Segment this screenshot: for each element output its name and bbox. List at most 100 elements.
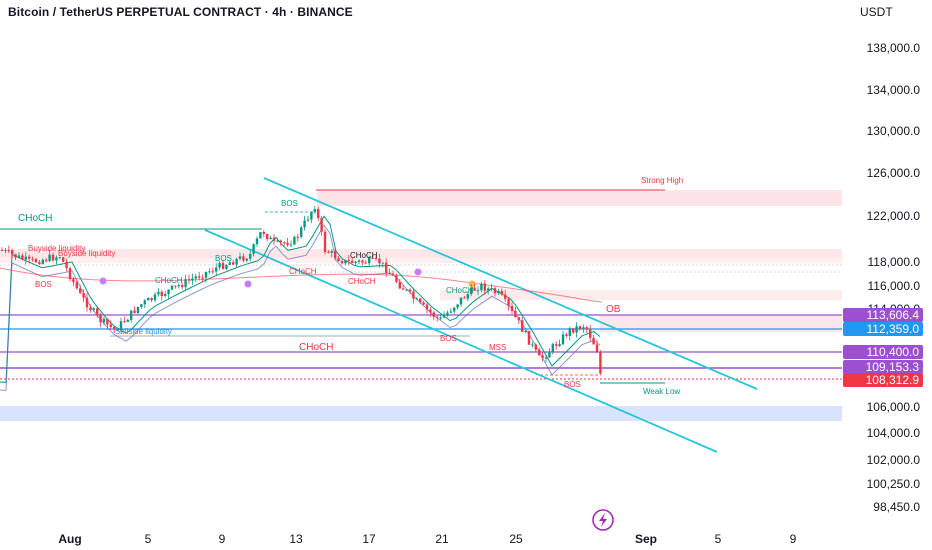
candle [211,271,214,273]
candle [449,311,452,313]
channel-upper [263,177,758,390]
candle [575,326,578,333]
x-tick-label: 9 [790,532,797,546]
candle [436,316,439,318]
candle [456,304,459,308]
candle [565,334,568,336]
candle [595,344,599,353]
candle [507,298,510,306]
candle [371,258,374,260]
annotation-label: CHoCH [348,277,376,286]
candle [194,276,197,279]
candle [119,321,123,331]
candle [262,231,265,235]
candle [391,273,395,276]
candle [395,275,398,282]
candle [582,327,585,329]
candle [170,285,174,290]
candle [167,289,170,295]
annotation-label: BOS [35,280,52,289]
candle [235,258,238,265]
candle [476,290,480,292]
annotation-label: CHoCH [446,286,474,295]
candle [133,310,136,314]
lightning-icon[interactable] [592,509,614,531]
annotation-label: Weak Low [643,387,680,396]
y-tick-label: 98,450.0 [873,500,920,514]
signal-dot [414,268,422,276]
candle [177,285,180,287]
y-tick-label: 138,000.0 [867,41,921,55]
y-tick-label: 100,250.0 [867,477,921,491]
candle [116,329,119,331]
candle [75,282,78,289]
candle [252,244,255,254]
chart-title: Bitcoin / TetherUS PERPETUAL CONTRACT · … [8,5,353,19]
candle [524,330,527,332]
candle [41,259,44,265]
candle [157,291,160,295]
candle [4,250,7,252]
candle [215,267,218,272]
candle [439,317,442,319]
candle [398,281,401,289]
candle [446,312,449,316]
annotation-label: BOS [281,199,298,208]
x-tick-label: 25 [509,532,523,546]
candle [293,236,296,245]
candle [272,237,276,241]
candle [361,260,364,263]
candle [572,328,575,333]
candle [534,344,537,350]
annotation-label: CHoCH [155,276,183,285]
candle [283,242,286,244]
candle [28,256,31,259]
candle [232,262,235,265]
candle [388,273,391,275]
candle [225,264,228,269]
candle [490,288,493,290]
candle [538,349,541,356]
candle [337,258,340,262]
candle [459,297,463,305]
annotation-label: BOS [215,254,232,263]
candle [255,238,259,245]
candle [55,257,58,261]
candle [527,330,531,345]
order-block-zone [600,315,842,332]
candle [432,312,435,317]
candle [289,244,293,246]
candle [510,305,514,311]
x-tick-label: 5 [715,532,722,546]
candle [96,308,99,315]
price-badge: 113,606.4 [843,308,923,322]
candle [402,288,405,290]
candle [106,318,109,325]
candle [296,236,299,238]
signal-dot [99,277,107,285]
candle [347,259,350,261]
price-badge: 112,359.0 [843,322,923,336]
annotation-label: BOS [440,334,457,343]
candle [99,314,102,323]
candle [330,251,333,253]
demand-zone [0,406,842,421]
annotation-label: CHoCH [350,251,378,260]
annotation-label: Buyside liquidity [58,249,115,258]
candle [422,302,425,305]
candle [497,290,500,294]
candle [62,257,65,262]
signal-dot [468,280,476,288]
candle [113,326,116,330]
candle [14,254,17,258]
candle [385,262,388,274]
candle [303,220,306,228]
candle [153,294,157,301]
candle [585,327,588,330]
candle [317,209,320,219]
supply-zone [317,190,842,206]
y-tick-label: 102,000.0 [867,453,921,467]
annotation-label: Strong High [641,176,683,185]
x-tick-label: Sep [635,532,657,546]
